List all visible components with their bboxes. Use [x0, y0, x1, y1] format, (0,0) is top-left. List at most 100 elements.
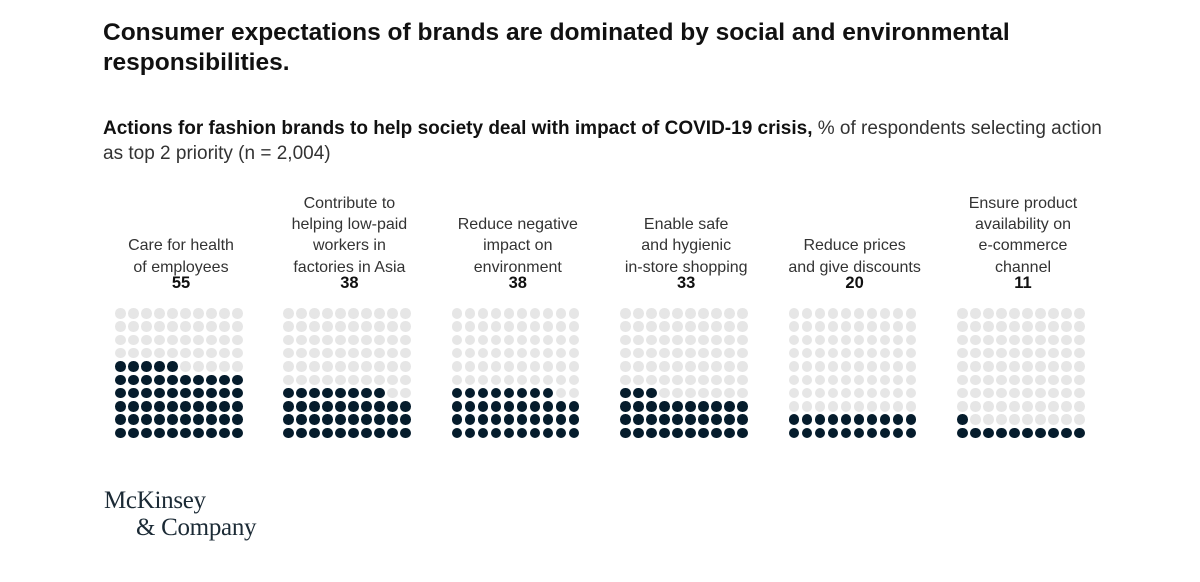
empty-dot	[646, 308, 657, 319]
filled-dot	[232, 401, 243, 412]
empty-dot	[853, 347, 865, 359]
empty-dot	[659, 308, 670, 319]
filled-dot	[737, 427, 748, 439]
filled-dot	[620, 387, 631, 399]
filled-dot	[503, 387, 515, 399]
filled-dot	[167, 374, 178, 385]
empty-dot	[711, 334, 722, 346]
empty-dot	[232, 321, 243, 332]
empty-dot	[1009, 387, 1020, 399]
filled-dot	[620, 427, 631, 439]
empty-dot	[737, 308, 748, 319]
filled-dot	[128, 414, 139, 425]
empty-dot	[879, 308, 891, 319]
empty-dot	[788, 401, 800, 412]
empty-dot	[451, 374, 463, 385]
empty-dot	[335, 334, 346, 346]
empty-dot	[724, 387, 735, 399]
empty-dot	[840, 308, 852, 319]
empty-dot	[996, 347, 1007, 359]
filled-dot	[724, 401, 735, 412]
empty-dot	[711, 308, 722, 319]
dot-grid	[451, 308, 584, 448]
filled-dot	[490, 414, 502, 425]
empty-dot	[219, 321, 230, 332]
empty-dot	[348, 347, 359, 359]
empty-dot	[568, 347, 580, 359]
empty-dot	[400, 387, 411, 399]
empty-dot	[283, 347, 294, 359]
empty-dot	[1061, 308, 1072, 319]
empty-dot	[905, 387, 917, 399]
empty-dot	[620, 374, 631, 385]
empty-dot	[128, 308, 139, 319]
empty-dot	[853, 334, 865, 346]
empty-dot	[335, 347, 346, 359]
filled-dot	[206, 374, 217, 385]
empty-dot	[167, 321, 178, 332]
empty-dot	[1022, 361, 1033, 372]
empty-dot	[996, 308, 1007, 319]
empty-dot	[568, 361, 580, 372]
empty-dot	[387, 334, 398, 346]
empty-dot	[400, 321, 411, 332]
empty-dot	[283, 374, 294, 385]
empty-dot	[737, 361, 748, 372]
filled-dot	[633, 414, 644, 425]
empty-dot	[322, 347, 333, 359]
filled-dot	[879, 427, 891, 439]
empty-dot	[193, 334, 204, 346]
filled-dot	[633, 427, 644, 439]
filled-dot	[1048, 427, 1059, 439]
empty-dot	[892, 347, 904, 359]
empty-dot	[322, 321, 333, 332]
empty-dot	[309, 308, 320, 319]
empty-dot	[698, 308, 709, 319]
empty-dot	[283, 308, 294, 319]
filled-dot	[206, 387, 217, 399]
empty-dot	[503, 321, 515, 332]
empty-dot	[555, 308, 567, 319]
empty-dot	[892, 401, 904, 412]
subtitle-bold: Actions for fashion brands to help socie…	[103, 118, 813, 139]
empty-dot	[737, 347, 748, 359]
filled-dot	[659, 401, 670, 412]
empty-dot	[698, 347, 709, 359]
filled-dot	[568, 414, 580, 425]
empty-dot	[866, 347, 878, 359]
empty-dot	[219, 334, 230, 346]
empty-dot	[814, 401, 826, 412]
filled-dot	[309, 427, 320, 439]
empty-dot	[801, 308, 813, 319]
empty-dot	[1048, 401, 1059, 412]
empty-dot	[724, 361, 735, 372]
empty-dot	[1061, 414, 1072, 425]
empty-dot	[788, 361, 800, 372]
empty-dot	[115, 347, 126, 359]
empty-dot	[801, 334, 813, 346]
filled-dot	[141, 361, 152, 372]
empty-dot	[542, 347, 554, 359]
empty-dot	[685, 387, 696, 399]
empty-dot	[128, 334, 139, 346]
empty-dot	[996, 414, 1007, 425]
value-label: 11	[1014, 274, 1032, 292]
empty-dot	[879, 334, 891, 346]
empty-dot	[283, 321, 294, 332]
empty-dot	[180, 321, 191, 332]
empty-dot	[1074, 387, 1085, 399]
empty-dot	[659, 321, 670, 332]
filled-dot	[309, 414, 320, 425]
empty-dot	[490, 321, 502, 332]
filled-dot	[633, 387, 644, 399]
empty-dot	[1022, 308, 1033, 319]
filled-dot	[1035, 427, 1046, 439]
filled-dot	[283, 401, 294, 412]
filled-dot	[477, 401, 489, 412]
empty-dot	[232, 334, 243, 346]
empty-dot	[516, 374, 528, 385]
empty-dot	[361, 374, 372, 385]
empty-dot	[296, 334, 307, 346]
filled-dot	[983, 427, 994, 439]
filled-dot	[296, 414, 307, 425]
